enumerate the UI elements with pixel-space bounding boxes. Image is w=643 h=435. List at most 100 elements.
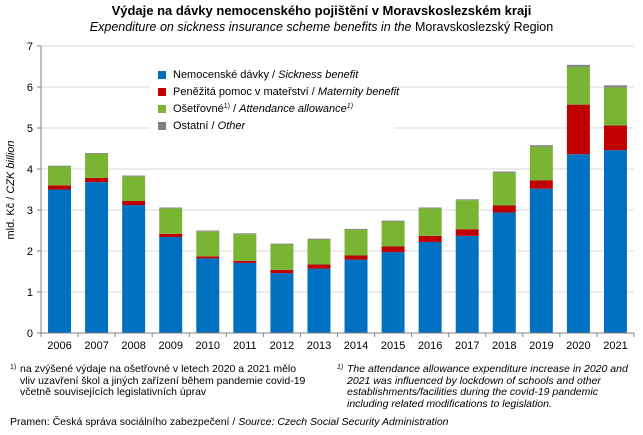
bar-segment-other-2013 — [307, 238, 331, 240]
bar-segment-sickness-2007 — [85, 182, 109, 333]
x-tick-label: 2014 — [344, 340, 368, 352]
bar-segment-sickness-2010 — [196, 258, 220, 333]
bar-segment-other-2009 — [159, 207, 183, 209]
bar-segment-attendance-2007 — [85, 153, 109, 179]
bar-segment-sickness-2021 — [603, 150, 627, 333]
bar-segment-sickness-2013 — [307, 268, 331, 333]
footnote-mark: 1) — [337, 364, 344, 371]
bar-segment-other-2006 — [48, 165, 72, 167]
x-tick-label: 2011 — [233, 340, 257, 352]
legend-swatch-other — [158, 122, 166, 130]
y-tick-label: 0 — [27, 328, 33, 340]
bar-segment-sickness-2014 — [344, 259, 368, 333]
bar-segment-sickness-2012 — [270, 273, 294, 333]
x-tick-label: 2019 — [529, 340, 553, 352]
bar-segment-other-2020 — [566, 64, 590, 67]
footnote-en-text: The attendance allowance expenditure inc… — [347, 363, 628, 410]
bar-segment-other-2011 — [233, 233, 257, 235]
x-tick-label: 2021 — [603, 340, 627, 352]
source-en: Source: Czech Social Security Administra… — [238, 416, 449, 428]
bar-segment-maternity-2010 — [196, 256, 220, 259]
x-tick-label: 2013 — [307, 340, 331, 352]
bar-segment-sickness-2016 — [418, 241, 442, 333]
bar-segment-maternity-2008 — [122, 200, 146, 206]
bar-segment-other-2012 — [270, 243, 294, 245]
bar-segment-maternity-2016 — [418, 235, 442, 242]
footnote-mark: 1) — [10, 364, 17, 371]
x-tick-label: 2016 — [418, 340, 442, 352]
bar-segment-attendance-2006 — [48, 166, 72, 186]
legend-swatch-sickness — [158, 71, 166, 79]
footnote-cz-text: na zvýšené výdaje na ošetřovné v letech … — [20, 363, 306, 398]
bar-segment-maternity-2012 — [270, 269, 294, 274]
bar-segment-other-2019 — [529, 145, 553, 147]
y-axis-label-cz: mld. Kč / — [5, 194, 17, 240]
bar-segment-sickness-2017 — [455, 235, 479, 333]
y-axis-label: mld. Kč / CZK billion — [5, 140, 17, 239]
chart-title: Výdaje na dávky nemocenského pojištění v… — [111, 3, 532, 18]
bar-segment-maternity-2019 — [529, 180, 553, 189]
subtitle-region: Moravskoslezský Region — [414, 20, 554, 34]
source-note: Pramen: Česká správa sociálního zabezpeč… — [10, 416, 449, 428]
legend-label-en: Sickness benefit — [278, 69, 359, 81]
bar-segment-sickness-2006 — [48, 189, 72, 333]
y-tick-label: 1 — [27, 287, 33, 299]
bar-segment-other-2010 — [196, 230, 220, 232]
bar-segment-other-2018 — [492, 171, 516, 173]
bars — [48, 64, 627, 333]
x-tick-label: 2010 — [196, 340, 220, 352]
legend-label-cz: Peněžitá pomoc v mateřství / — [173, 86, 318, 98]
x-tick-label: 2018 — [492, 340, 516, 352]
bar-segment-maternity-2020 — [566, 104, 590, 155]
y-tick-label: 2 — [27, 246, 33, 258]
legend: Nemocenské dávky / Sickness benefit Peně… — [150, 60, 399, 140]
bar-segment-sickness-2018 — [492, 212, 516, 333]
bar-segment-attendance-2015 — [381, 221, 405, 247]
legend-label-en: Other — [217, 120, 246, 132]
chart-subtitle: Expenditure on sickness insurance scheme… — [0, 20, 643, 34]
x-tick-label: 2015 — [381, 340, 405, 352]
y-tick-label: 4 — [27, 164, 33, 176]
bar-segment-attendance-2011 — [233, 234, 257, 261]
x-tick-label: 2008 — [121, 340, 145, 352]
x-tick-label: 2017 — [455, 340, 479, 352]
legend-label-en: Maternity benefit — [317, 86, 400, 98]
legend-swatch-maternity — [158, 88, 166, 96]
bar-segment-attendance-2013 — [307, 239, 331, 265]
bar-segment-attendance-2020 — [566, 66, 590, 105]
y-axis-label-en: CZK billion — [5, 140, 17, 193]
bar-segment-maternity-2015 — [381, 246, 405, 253]
bar-segment-sickness-2011 — [233, 262, 257, 333]
footnote-en: 1) The attendance allowance expenditure … — [337, 363, 637, 410]
bar-segment-attendance-2016 — [418, 208, 442, 236]
x-tick-label: 2020 — [566, 340, 590, 352]
bar-segment-sickness-2019 — [529, 188, 553, 333]
footnote-cz: 1) na zvýšené výdaje na ošetřovné v lete… — [10, 363, 310, 399]
legend-label-en: Attendance allowance — [239, 103, 347, 115]
bar-segment-maternity-2006 — [48, 185, 72, 190]
bar-segment-attendance-2014 — [344, 229, 368, 256]
bar-segment-maternity-2009 — [159, 233, 183, 238]
bar-segment-attendance-2009 — [159, 208, 183, 234]
x-tick-label: 2012 — [270, 340, 294, 352]
legend-swatch-attendance — [158, 105, 166, 113]
subtitle-italic: Expenditure on sickness insurance scheme… — [89, 20, 415, 34]
bar-segment-sickness-2015 — [381, 252, 405, 333]
legend-label-cz: Ostatní / — [173, 120, 218, 132]
bar-segment-other-2021 — [603, 85, 627, 88]
bar-segment-attendance-2008 — [122, 176, 146, 201]
x-tick-label: 2007 — [84, 340, 108, 352]
y-tick-label: 3 — [27, 205, 33, 217]
x-tick-label: 2006 — [47, 340, 71, 352]
bar-segment-maternity-2007 — [85, 178, 109, 183]
bar-segment-sickness-2008 — [122, 205, 146, 333]
bar-segment-maternity-2017 — [455, 229, 479, 236]
bar-segment-other-2014 — [344, 228, 368, 230]
tick-labels: 0 1 2 3 4 5 6 7 2006 2007 2008 2009 2010 2011 2012 2013… — [27, 41, 628, 352]
bar-segment-other-2008 — [122, 175, 146, 177]
y-tick-label: 6 — [27, 82, 33, 94]
y-tick-label: 7 — [27, 41, 33, 53]
stacked-bar-chart: 0 1 2 3 4 5 6 7 2006 2007 2008 2009 2010 2011 2012 2013… — [5, 41, 635, 352]
axes — [37, 45, 635, 337]
bar-segment-maternity-2011 — [233, 260, 257, 263]
